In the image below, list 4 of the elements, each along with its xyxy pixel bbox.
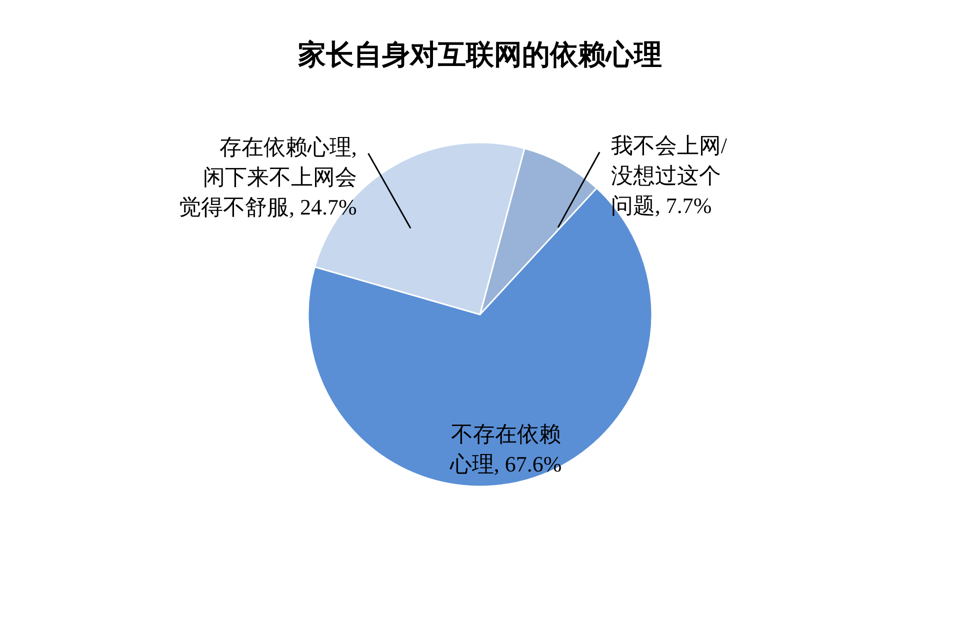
slice-label: 不存在依赖心理, 67.6% [448,422,562,477]
chart-title: 家长自身对互联网的依赖心理 [297,38,662,71]
slice-label: 存在依赖心理,闲下来不上网会觉得不舒服, 24.7% [179,134,357,220]
slice-label: 我不会上网/没想过这个问题, 7.7% [610,133,728,218]
